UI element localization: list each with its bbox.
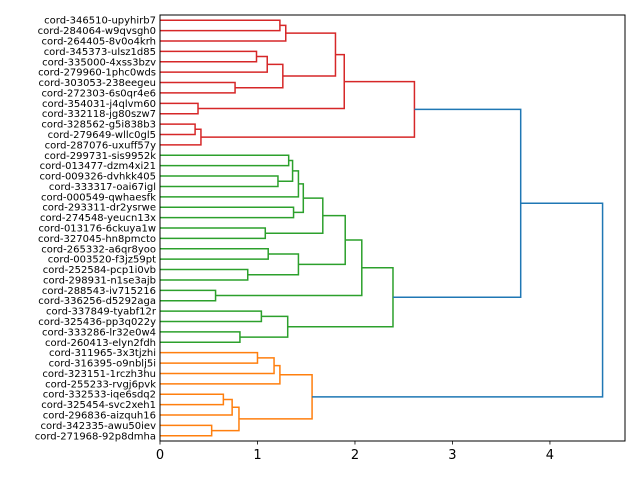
dendrogram-link (160, 102, 199, 115)
dendrogram-link (238, 374, 313, 420)
dendrogram-link (160, 289, 217, 302)
dendrogram-link (200, 80, 416, 138)
dendrogram-link (160, 310, 263, 323)
leaf-label: cord-325454-svc2xeh1 (41, 400, 156, 411)
leaf-label: cord-346510-upyhirb7 (44, 16, 156, 27)
leaf-label: cord-327045-hn8pmcto (38, 234, 156, 245)
dendrogram-link (160, 227, 267, 240)
dendrogram-link (160, 393, 225, 406)
leaf-label: cord-264405-8v0o4krh (42, 36, 156, 47)
dendrogram-link (160, 81, 236, 94)
leaf-label: cord-265332-a6qr8yoo (41, 244, 156, 255)
x-tick-label: 2 (351, 448, 359, 463)
leaf-label: cord-298931-n1se3ajb (43, 275, 156, 286)
dendrogram-link (160, 248, 269, 260)
leaf-label: cord-296836-aizquh16 (43, 411, 156, 422)
leaf-label: cord-335000-4xss3bzv (42, 57, 156, 68)
leaf-labels: cord-346510-upyhirb7cord-284064-w9qvsgh0… (35, 16, 157, 443)
leaf-label: cord-000549-qwhaesfk (41, 192, 156, 203)
leaf-label: cord-333286-lr32e0w4 (42, 327, 156, 338)
leaf-label: cord-311965-3x3tjzhi (49, 348, 156, 359)
leaf-label: cord-013477-dzm4xi21 (40, 161, 156, 172)
dendrogram-link (160, 331, 241, 344)
dendrogram-link (235, 63, 284, 89)
leaf-label: cord-323151-1rczh3hu (42, 369, 156, 380)
dendrogram-link (160, 24, 287, 42)
leaf-label: cord-336256-d5292aga (38, 296, 156, 307)
leaf-label: cord-013176-6ckuya1w (38, 224, 156, 235)
leaf-label: cord-328562-g5i838b3 (41, 120, 156, 131)
x-tick-label: 0 (156, 448, 164, 463)
dendrogram-link (247, 253, 300, 276)
dendrogram-link (160, 19, 281, 32)
leaf-label: cord-288543-iv715216 (42, 286, 156, 297)
leaf-label: cord-332118-jg80szw7 (42, 109, 156, 120)
dendrogram-link (277, 159, 294, 182)
leaf-label: cord-333317-oai67igl (49, 182, 156, 193)
dendrogram-link (160, 128, 202, 146)
leaf-label: cord-342335-awu50iev (40, 421, 156, 432)
leaf-label: cord-284064-w9qvsgh0 (38, 26, 156, 37)
x-tick-label: 1 (253, 448, 261, 463)
leaf-label: cord-274548-yeucn13x (40, 213, 156, 224)
leaf-label: cord-332533-iqe6sdq2 (43, 390, 156, 401)
dendrogram-link (160, 424, 213, 437)
leaf-label: cord-293311-dr2ysrwe (42, 203, 156, 214)
leaf-label: cord-252584-pcp1i0vb (43, 265, 156, 276)
leaf-label: cord-299731-sis9952k (44, 151, 156, 162)
leaf-label: cord-279960-1phc0wds (38, 68, 156, 79)
dendrogram-link (215, 239, 363, 297)
leaf-label: cord-271968-92p8dmha (35, 431, 156, 442)
leaf-label: cord-354031-j4qlvm60 (42, 99, 156, 110)
leaf-label: cord-009326-dvhkk405 (39, 172, 156, 183)
leaf-label: cord-279649-wllc0gl5 (48, 130, 156, 141)
leaf-label: cord-287076-uxuff57y (45, 140, 156, 151)
dendrogram-link (160, 364, 281, 385)
leaf-label: cord-003520-f3jz59pt (48, 255, 156, 266)
dendrogram-link (198, 53, 345, 110)
dendrogram-link (298, 214, 346, 266)
dendrogram-link (160, 55, 268, 73)
dendrogram-link (160, 175, 279, 188)
leaf-label: cord-337849-tyabf12r (46, 307, 157, 318)
dendrogram-link (160, 154, 290, 167)
dendrogram-link (160, 123, 196, 136)
dendrogram-link (160, 398, 233, 416)
dendrogram-link (312, 202, 604, 398)
leaf-label: cord-325436-pp3q022y (38, 317, 156, 328)
leaf-label: cord-303053-238eegeu (38, 78, 156, 89)
plot-frame (159, 14, 626, 442)
dendrogram-link (287, 267, 394, 328)
leaf-label: cord-345373-ulsz1d85 (44, 47, 156, 58)
leaf-label: cord-272303-6s0qr4e6 (41, 88, 156, 99)
x-tick-label: 3 (448, 448, 456, 463)
leaf-label: cord-316395-o9nblj5i (49, 359, 156, 370)
dendrogram-link (160, 50, 258, 63)
leaf-label: cord-255233-rvgj6pvk (45, 379, 156, 390)
dendrogram-link (282, 32, 337, 77)
x-tick-label: 4 (546, 448, 554, 463)
dendrogram-links (160, 19, 604, 437)
dendrogram-link (160, 351, 259, 364)
x-axis: 0 1 2 3 4 (156, 441, 554, 463)
leaf-label: cord-260413-elyn2fdh (45, 338, 156, 349)
dendrogram-link (160, 268, 249, 281)
dendrogram-link (211, 406, 240, 432)
dendrogram-link (239, 315, 289, 338)
dendrogram-link (160, 206, 295, 219)
